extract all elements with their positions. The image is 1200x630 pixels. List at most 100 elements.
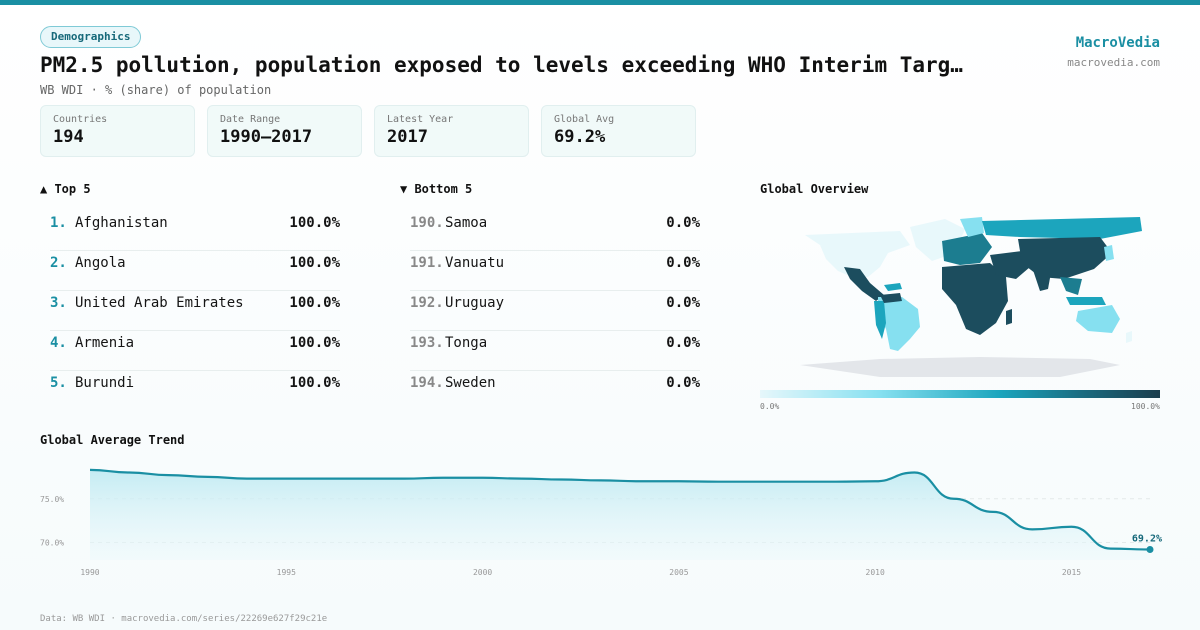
map-region-new-zealand xyxy=(1126,331,1132,343)
rank-number: 194. xyxy=(410,375,444,391)
country-name: United Arab Emirates xyxy=(75,295,244,311)
page-title: PM2.5 pollution, population exposed to l… xyxy=(40,53,963,77)
map-region-venezuela xyxy=(880,293,902,303)
list-item[interactable]: 1. Afghanistan 100.0% xyxy=(50,211,340,251)
x-tick-label: 2000 xyxy=(473,568,492,577)
map-region-indonesia xyxy=(1066,297,1106,305)
map-region-japan xyxy=(1104,245,1114,261)
country-value: 0.0% xyxy=(666,335,700,351)
trend-end-label: 69.2% xyxy=(1132,534,1162,545)
x-tick-label: 2015 xyxy=(1062,568,1081,577)
country-name: Uruguay xyxy=(445,295,505,311)
category-tag[interactable]: Demographics xyxy=(40,26,142,48)
trend-line xyxy=(89,468,1151,551)
stat-label: Date Range xyxy=(220,114,281,125)
stat-value: 2017 xyxy=(387,127,428,147)
list-item[interactable]: 192. Uruguay 0.0% xyxy=(410,291,700,331)
country-value: 100.0% xyxy=(289,255,340,271)
map-legend-min: 0.0% xyxy=(760,402,780,411)
map-region-russia xyxy=(982,217,1142,239)
y-tick-label: 75.0% xyxy=(40,495,64,504)
brand-url[interactable]: macrovedia.com xyxy=(1067,56,1160,69)
list-item[interactable]: 3. United Arab Emirates 100.0% xyxy=(50,291,340,331)
map-region-australia xyxy=(1076,305,1120,333)
bottom5-list: 190. Samoa 0.0% 191. Vanuatu 0.0% 192. U… xyxy=(410,211,700,411)
y-tick-label: 70.0% xyxy=(40,539,64,548)
rank-number: 5. xyxy=(50,375,67,391)
trend-area xyxy=(90,469,1150,560)
stat-latest-year: Latest Year 2017 xyxy=(374,105,529,157)
list-item[interactable]: 194. Sweden 0.0% xyxy=(410,371,700,411)
list-item[interactable]: 5. Burundi 100.0% xyxy=(50,371,340,411)
map-region-caribbean xyxy=(884,283,902,291)
brand-logo[interactable]: MacroVedia xyxy=(1075,35,1160,51)
map-region-usa xyxy=(820,245,888,277)
map-legend-max: 100.0% xyxy=(1131,402,1160,411)
rank-number: 190. xyxy=(410,215,444,231)
list-item[interactable]: 193. Tonga 0.0% xyxy=(410,331,700,371)
country-value: 0.0% xyxy=(666,255,700,271)
stat-global-avg: Global Avg 69.2% xyxy=(541,105,696,157)
map-region-north-america xyxy=(805,231,910,253)
stat-value: 1990–2017 xyxy=(220,127,313,147)
rank-number: 191. xyxy=(410,255,444,271)
country-value: 0.0% xyxy=(666,375,700,391)
stat-label: Countries xyxy=(53,114,108,125)
bottom5-title: ▼ Bottom 5 xyxy=(400,182,473,196)
stat-label: Global Avg xyxy=(554,114,615,125)
rank-number: 2. xyxy=(50,255,67,271)
trend-title: Global Average Trend xyxy=(40,433,185,447)
stat-label: Latest Year xyxy=(387,114,454,125)
page-subtitle: WB WDI · % (share) of population xyxy=(40,83,272,97)
country-name: Afghanistan xyxy=(75,215,168,231)
country-value: 100.0% xyxy=(289,335,340,351)
map-title: Global Overview xyxy=(760,182,869,196)
map-region-mexico xyxy=(844,267,884,301)
map-region-asia xyxy=(1018,237,1112,279)
map-region-andes xyxy=(874,301,886,339)
map-region-south-america xyxy=(878,297,920,351)
x-tick-label: 1995 xyxy=(277,568,296,577)
country-name: Samoa xyxy=(445,215,488,231)
footer-source: Data: WB WDI · macrovedia.com/series/222… xyxy=(40,614,328,624)
country-value: 100.0% xyxy=(289,295,340,311)
country-value: 100.0% xyxy=(289,375,340,391)
country-name: Burundi xyxy=(75,375,135,391)
list-item[interactable]: 4. Armenia 100.0% xyxy=(50,331,340,371)
rank-number: 4. xyxy=(50,335,67,351)
stat-date-range: Date Range 1990–2017 xyxy=(207,105,362,157)
rank-number: 1. xyxy=(50,215,67,231)
stat-value: 194 xyxy=(53,127,84,147)
map-region-scandinavia xyxy=(960,217,984,237)
trend-chart[interactable]: 70.0% 75.0% 69.2% 1990 1995 2000 2005 2010 2015 xyxy=(40,455,1170,580)
x-tick-label: 2010 xyxy=(866,568,885,577)
map-region-antarctica xyxy=(800,357,1120,377)
country-value: 0.0% xyxy=(666,295,700,311)
list-item[interactable]: 190. Samoa 0.0% xyxy=(410,211,700,251)
map-legend-gradient xyxy=(760,390,1160,398)
map-region-middle-east xyxy=(990,251,1030,279)
map-region-southeast-asia xyxy=(1060,277,1082,295)
country-name: Sweden xyxy=(445,375,496,391)
list-item[interactable]: 191. Vanuatu 0.0% xyxy=(410,251,700,291)
country-name: Tonga xyxy=(445,335,488,351)
world-map-svg xyxy=(800,217,1142,377)
world-map[interactable] xyxy=(760,205,1160,385)
country-value: 0.0% xyxy=(666,215,700,231)
rank-number: 192. xyxy=(410,295,444,311)
x-tick-label: 1990 xyxy=(80,568,99,577)
map-region-madagascar xyxy=(1006,309,1012,325)
stat-countries: Countries 194 xyxy=(40,105,195,157)
top5-list: 1. Afghanistan 100.0% 2. Angola 100.0% 3… xyxy=(50,211,340,411)
map-region-africa xyxy=(942,263,1008,335)
map-region-europe xyxy=(942,233,992,265)
list-item[interactable]: 2. Angola 100.0% xyxy=(50,251,340,291)
rank-number: 3. xyxy=(50,295,67,311)
top-accent-bar xyxy=(0,0,1200,5)
trend-end-point xyxy=(1146,546,1154,553)
top5-title: ▲ Top 5 xyxy=(40,182,91,196)
country-name: Angola xyxy=(75,255,126,271)
x-tick-label: 2005 xyxy=(669,568,688,577)
country-value: 100.0% xyxy=(289,215,340,231)
country-name: Vanuatu xyxy=(445,255,505,271)
